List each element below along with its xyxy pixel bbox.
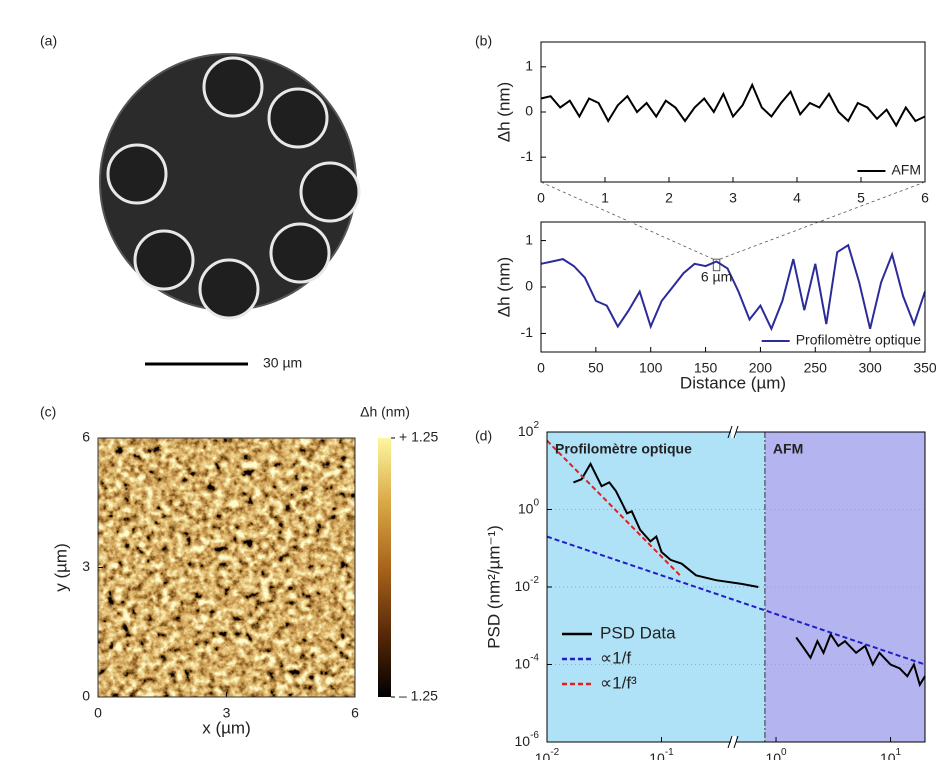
plot-frame <box>540 221 926 353</box>
y-tick-label: 0 <box>525 103 533 119</box>
zoom-connector <box>540 181 714 260</box>
legend-label: Profilomètre optique <box>796 332 922 348</box>
y-tick-label-base: 10 <box>515 578 531 594</box>
axis-break-gap <box>731 426 736 438</box>
x-tick-label: 2 <box>665 190 673 206</box>
axis-break <box>727 425 733 439</box>
zoom-box <box>712 258 721 272</box>
y-tick-label: 0 <box>525 278 533 294</box>
y-tick-label: 10-4 <box>515 652 540 671</box>
x-tick-label: 6 <box>921 190 929 206</box>
x-tick-label: 0 <box>537 360 545 376</box>
x-tick-label-base: 10 <box>880 750 896 760</box>
y-tick-label-exponent: -4 <box>530 652 539 663</box>
legend-label: AFM <box>891 162 921 178</box>
region-label: Profilomètre optique <box>555 441 692 457</box>
y-tick-label: -1 <box>521 324 534 340</box>
axis-break <box>733 735 739 749</box>
y-tick-label: 3 <box>82 558 90 574</box>
y-tick-label-exponent: 2 <box>533 420 539 431</box>
y-tick-label-exponent: 0 <box>533 497 539 508</box>
x-tick-label: 4 <box>793 190 801 206</box>
y-tick-label-base: 10 <box>518 423 534 439</box>
y-tick-label: 0 <box>82 688 90 704</box>
x-tick-label: 10-2 <box>535 747 560 760</box>
plot-frame <box>97 437 356 698</box>
y-axis-label: y (µm) <box>51 543 70 592</box>
x-tick-label-exponent: -1 <box>665 747 674 758</box>
colorbar-tick-label: – 1.25 <box>399 688 438 704</box>
x-tick-label: 50 <box>588 360 604 376</box>
y-axis-label: PSD (nm²/µm⁻¹) <box>484 525 503 649</box>
y-tick-label: 10-2 <box>515 575 540 594</box>
series-line <box>573 461 926 688</box>
x-tick-label: 10-1 <box>649 747 674 760</box>
y-tick-label-exponent: -6 <box>530 730 539 741</box>
axis-break <box>733 425 739 439</box>
colorbar-tick-label: + 1.25 <box>399 429 439 445</box>
y-tick-label: 100 <box>518 497 540 516</box>
y-tick-label-base: 10 <box>515 733 531 749</box>
x-tick-label: 5 <box>857 190 865 206</box>
region-label: AFM <box>773 441 803 457</box>
x-tick-label: 350 <box>913 360 936 376</box>
y-tick-label: 6 <box>82 429 90 445</box>
x-tick-label: 0 <box>537 190 545 206</box>
y-tick-label-exponent: -2 <box>530 575 539 586</box>
series-line <box>540 82 926 128</box>
x-tick-label: 6 <box>351 705 359 721</box>
y-tick-label: 1 <box>525 58 533 74</box>
x-tick-label: 300 <box>858 360 882 376</box>
y-tick-label-base: 10 <box>515 655 531 671</box>
y-axis-label: Δh (nm) <box>494 257 513 317</box>
x-tick-label-exponent: 1 <box>896 747 902 758</box>
panel-label: (d) <box>475 428 492 444</box>
x-tick-label: 3 <box>223 705 231 721</box>
panel-label: (c) <box>40 404 56 420</box>
plot-frame <box>540 41 926 183</box>
x-tick-label-exponent: 0 <box>781 747 787 758</box>
y-tick-label: 102 <box>518 420 540 439</box>
y-tick-label: 10-6 <box>515 730 540 749</box>
panel-label: (a) <box>40 33 57 49</box>
colorbar <box>378 438 391 697</box>
y-axis-label: Δh (nm) <box>494 82 513 142</box>
axis-break-gap <box>731 736 736 748</box>
y-tick-label: 1 <box>525 231 533 247</box>
x-tick-label: 3 <box>729 190 737 206</box>
x-tick-label: 150 <box>694 360 718 376</box>
y-tick-label-base: 10 <box>518 500 534 516</box>
x-axis-label: x (µm) <box>202 718 251 737</box>
x-tick-label-base: 10 <box>765 750 781 760</box>
colorbar-title: Δh (nm) <box>360 404 410 420</box>
x-tick-label: 100 <box>765 747 787 760</box>
legend-label: ∝1/f <box>600 648 631 667</box>
zoom-label: 6 µm <box>701 268 732 284</box>
sem-image <box>99 53 361 320</box>
series-line <box>546 535 926 666</box>
x-tick-label: 200 <box>749 360 773 376</box>
x-tick-label-base: 10 <box>649 750 665 760</box>
legend-label: PSD Data <box>600 623 676 642</box>
x-tick-label: 1 <box>601 190 609 206</box>
legend-label: ∝1/f³ <box>600 673 637 692</box>
x-tick-label-exponent: -2 <box>550 747 559 758</box>
x-axis-label: Distance (µm) <box>680 373 786 392</box>
panel-label: (b) <box>475 33 492 49</box>
scale-bar-label: 30 µm <box>263 355 302 371</box>
region <box>764 432 925 742</box>
x-tick-label: 101 <box>880 747 902 760</box>
height-map <box>98 438 355 697</box>
y-tick-label: -1 <box>521 148 534 164</box>
axis-break <box>727 735 733 749</box>
series-line <box>540 243 926 332</box>
x-tick-label: 0 <box>94 705 102 721</box>
x-tick-label-base: 10 <box>535 750 551 760</box>
zoom-connector <box>719 181 926 260</box>
x-tick-label: 250 <box>804 360 828 376</box>
x-tick-label: 100 <box>639 360 663 376</box>
